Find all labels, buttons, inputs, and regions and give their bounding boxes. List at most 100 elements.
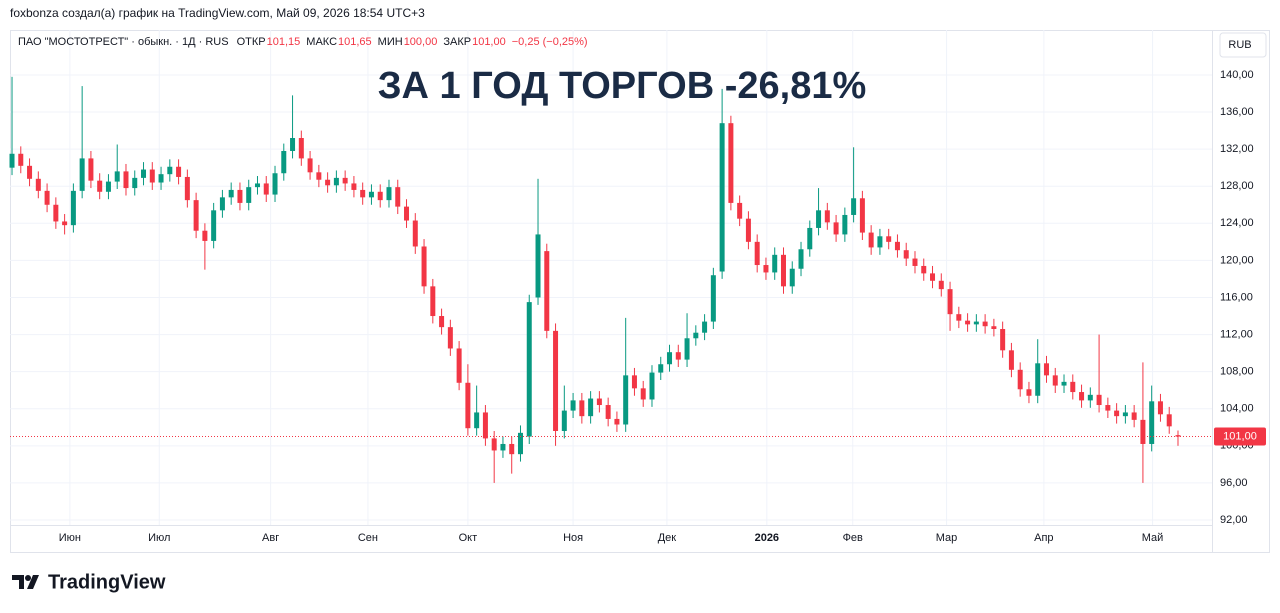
candle-body xyxy=(851,198,857,215)
currency[interactable]: RUB xyxy=(1228,39,1251,51)
candle-body xyxy=(18,153,24,166)
candle-body xyxy=(868,232,874,248)
candle-body xyxy=(684,338,690,360)
candle-body xyxy=(1114,410,1120,417)
candle-body xyxy=(605,405,611,419)
candle-body xyxy=(211,210,217,241)
candle-body xyxy=(816,210,822,228)
candle-body xyxy=(62,221,68,226)
candle-body xyxy=(88,158,94,181)
candle-body xyxy=(281,150,287,174)
x-tick-label: Авг xyxy=(262,532,279,544)
candle-body xyxy=(1131,412,1137,420)
candle-body xyxy=(1043,363,1049,376)
x-tick-label: Май xyxy=(1142,532,1164,544)
candle-body xyxy=(667,352,673,365)
candle-body xyxy=(228,189,234,198)
candle-body xyxy=(728,123,734,203)
candle-body xyxy=(631,375,637,389)
candle-body xyxy=(386,187,392,201)
candle-body xyxy=(1079,392,1085,401)
x-tick-label: Сен xyxy=(358,532,378,544)
candle-body xyxy=(1087,394,1093,401)
candle-body xyxy=(780,254,786,287)
currency-box[interactable] xyxy=(1219,32,1267,58)
y-tick-label: 120,00 xyxy=(1220,254,1254,266)
candle-body xyxy=(491,438,497,451)
change: −0,25 (−0,25%) xyxy=(512,36,588,48)
candle-body xyxy=(447,327,453,349)
candle-body xyxy=(1157,401,1163,415)
candle-body xyxy=(614,418,620,425)
candle-body xyxy=(184,176,190,201)
candle-body xyxy=(333,177,339,186)
candle-body xyxy=(649,372,655,400)
candle-body xyxy=(1000,329,1006,351)
candle-body xyxy=(368,191,374,198)
candle-body xyxy=(1149,401,1155,444)
candle-body xyxy=(123,171,129,189)
x-tick-label: Ноя xyxy=(563,532,583,544)
candle-body xyxy=(316,172,322,180)
candle-body xyxy=(272,173,278,195)
y-tick-label: 92,00 xyxy=(1220,514,1248,526)
candle-body xyxy=(1175,435,1181,437)
candle-body xyxy=(1061,381,1067,386)
candle-body xyxy=(956,314,962,321)
ohlc-label: ЗАКР xyxy=(443,36,471,48)
candle-body xyxy=(351,183,357,190)
candle-body xyxy=(710,275,716,322)
symbol: ПАО "МОСТОТРЕСТ" · обыкн. · 1Д · RUS xyxy=(18,36,229,48)
y-tick-label: 136,00 xyxy=(1220,106,1254,118)
candle-body xyxy=(342,177,348,184)
candle-body xyxy=(412,220,418,247)
candle-body xyxy=(772,254,778,273)
candle-body xyxy=(570,400,576,411)
candle-body xyxy=(789,268,795,287)
ohlc-value: 100,00 xyxy=(404,36,438,48)
candle-body xyxy=(921,265,927,274)
y-tick-label: 108,00 xyxy=(1220,366,1254,378)
candle-body xyxy=(263,183,269,195)
y-tick-label: 116,00 xyxy=(1220,291,1253,303)
candle-body xyxy=(439,316,445,328)
candle-body xyxy=(912,258,918,266)
attribution: foxbonza создал(а) график на TradingView… xyxy=(10,6,425,20)
candle-body xyxy=(719,123,725,272)
candle-body xyxy=(132,177,138,189)
candle-body xyxy=(702,321,708,333)
candle-body xyxy=(886,236,892,242)
logo: TradingView xyxy=(48,571,166,593)
candle-body xyxy=(325,179,331,186)
candle-body xyxy=(535,234,541,298)
candle-body xyxy=(254,183,260,188)
ohlc-value: 101,00 xyxy=(472,36,506,48)
candle-body xyxy=(807,227,813,250)
candle-body xyxy=(526,302,532,437)
candle-body xyxy=(70,190,76,226)
candle-body xyxy=(149,169,155,183)
y-tick-label: 104,00 xyxy=(1220,403,1254,415)
candle-body xyxy=(1140,419,1146,444)
candle-body xyxy=(395,187,401,207)
candle-body xyxy=(517,432,523,455)
candle-body xyxy=(509,443,515,455)
candle-body xyxy=(596,398,602,406)
y-tick-label: 124,00 xyxy=(1220,217,1254,229)
x-tick-label: Мар xyxy=(936,532,958,544)
candle-body xyxy=(456,348,462,383)
annotation: ЗА 1 ГОД ТОРГОВ -26,81% xyxy=(378,65,867,107)
candle-body xyxy=(938,280,944,290)
chart-frame xyxy=(10,30,1270,553)
y-tick-label: 128,00 xyxy=(1220,180,1254,192)
ohlc-label: МИН xyxy=(378,36,403,48)
candle-body xyxy=(1122,412,1128,417)
candle-body xyxy=(219,197,225,211)
candle-body xyxy=(640,388,646,400)
candle-body xyxy=(202,230,208,241)
x-tick-label: Окт xyxy=(459,532,478,544)
candle-body xyxy=(35,178,41,191)
candle-body xyxy=(114,171,120,182)
candle-body xyxy=(158,174,164,183)
